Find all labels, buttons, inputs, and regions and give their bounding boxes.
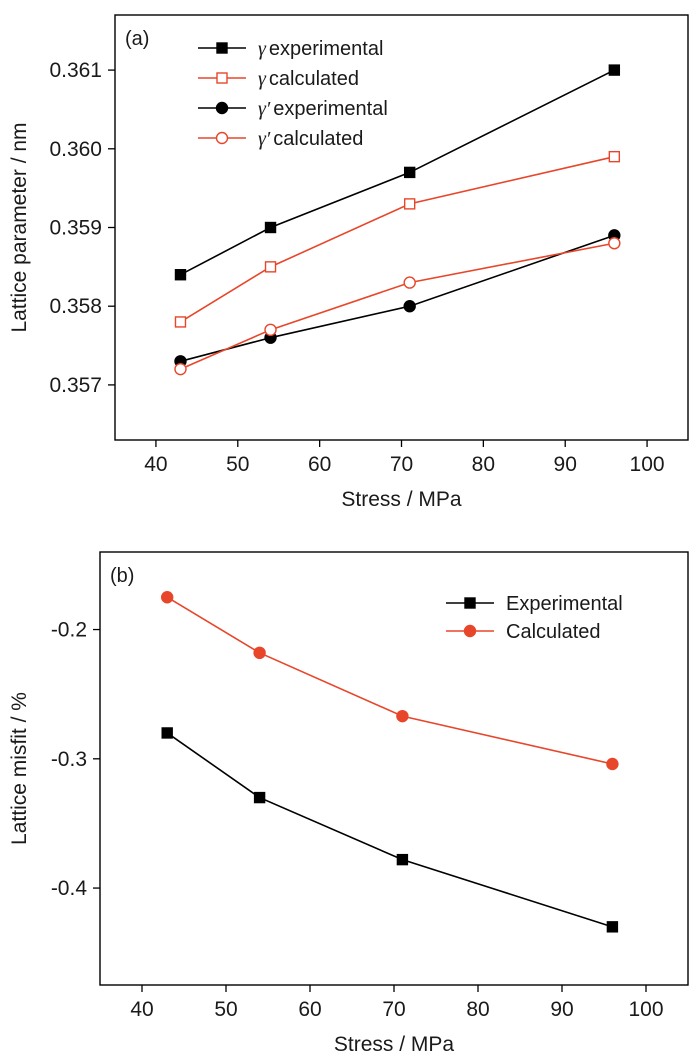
data-point [161, 727, 173, 739]
legend-label: Calculated [506, 621, 601, 643]
legend-marker [216, 72, 228, 84]
x-tick-label: 90 [554, 453, 577, 476]
legend-symbol: γ′ [258, 128, 271, 150]
data-point [608, 64, 621, 76]
panel-label: (b) [110, 565, 134, 587]
legend-label: γ experimental [258, 38, 383, 60]
y-tick-label: -0.3 [51, 748, 87, 771]
legend-marker [216, 42, 228, 54]
data-point [403, 300, 416, 313]
legend-symbol: γ′ [258, 98, 271, 120]
legend-symbol: γ [258, 68, 267, 90]
x-tick-label: 80 [472, 453, 495, 476]
legend: Experimental Calculated [446, 593, 623, 643]
x-tick-label: 100 [630, 453, 665, 476]
data-point [608, 150, 621, 163]
x-axis-title: Stress / MPa [341, 488, 462, 511]
data-point [264, 221, 277, 234]
series-line [180, 69, 615, 276]
series-1 [174, 150, 621, 328]
plot-frame [99, 551, 689, 986]
data-point [403, 166, 416, 179]
legend-label: γ calculated [258, 68, 359, 90]
data-point [174, 362, 187, 376]
data-point [253, 646, 266, 660]
data-point [396, 709, 409, 723]
legend-label: γ′ experimental [258, 98, 388, 120]
y-tick-label: 0.360 [49, 138, 102, 161]
x-tick-label: 40 [130, 998, 153, 1021]
data-point [264, 323, 277, 337]
legend-marker [464, 597, 476, 609]
x-tick-label: 90 [550, 998, 573, 1021]
legend-label: γ′ calculated [258, 128, 363, 150]
data-point [403, 198, 416, 210]
x-tick-label: 50 [214, 998, 237, 1021]
x-tick-label: 50 [226, 453, 249, 476]
data-point [160, 591, 174, 604]
data-point [606, 757, 619, 771]
x-tick-label: 40 [144, 453, 167, 476]
x-tick-label: 60 [298, 998, 321, 1021]
y-axis-title: Lattice parameter / nm [8, 122, 31, 332]
y-tick-label: 0.361 [49, 59, 102, 82]
series-1 [160, 591, 619, 771]
series-line [166, 596, 613, 765]
series-line [180, 234, 615, 363]
x-tick-label: 70 [382, 998, 405, 1021]
data-point [608, 237, 621, 250]
series-3 [174, 237, 621, 376]
data-point [396, 853, 409, 866]
y-tick-label: -0.2 [51, 619, 87, 642]
data-point [264, 261, 277, 273]
data-point [253, 791, 266, 804]
x-tick-label: 60 [308, 453, 331, 476]
series-2 [174, 229, 621, 368]
data-point [606, 921, 619, 933]
y-tick-label: -0.4 [51, 877, 88, 900]
series-0 [174, 64, 621, 281]
y-axis-title: Lattice misfit / % [8, 692, 31, 845]
data-point [174, 269, 187, 281]
legend-label: Experimental [506, 593, 623, 615]
panel-label: (a) [125, 28, 149, 50]
x-axis-title: Stress / MPa [334, 1033, 455, 1056]
legend-label-text: calculated [273, 128, 363, 150]
data-point [174, 316, 187, 328]
x-tick-label: 70 [390, 453, 413, 476]
legend-label-text: calculated [269, 68, 359, 90]
x-tick-label: 100 [628, 998, 663, 1021]
y-tick-label: 0.357 [49, 374, 102, 397]
y-tick-label: 0.359 [49, 217, 102, 240]
series-0 [161, 727, 619, 933]
lattice-misfit-chart: 40 50 60 70 80 90 100 -0.2 -0.3 -0.4 Stress / MPa L… [8, 551, 689, 1056]
legend-symbol: γ [258, 38, 267, 60]
data-point [403, 276, 416, 289]
legend-marker [215, 101, 229, 115]
legend-marker [215, 131, 229, 145]
x-tick-label: 80 [466, 998, 489, 1021]
legend-marker [463, 624, 477, 638]
lattice-parameter-chart: 40 50 60 70 80 90 100 0.357 0.358 0.359 0.360 0.361… [8, 14, 689, 511]
series-line [180, 155, 615, 323]
series-line [166, 732, 613, 928]
legend-label-text: experimental [269, 38, 384, 60]
series-line [180, 242, 615, 370]
legend-label-text: experimental [273, 98, 388, 120]
y-tick-label: 0.358 [49, 295, 102, 318]
